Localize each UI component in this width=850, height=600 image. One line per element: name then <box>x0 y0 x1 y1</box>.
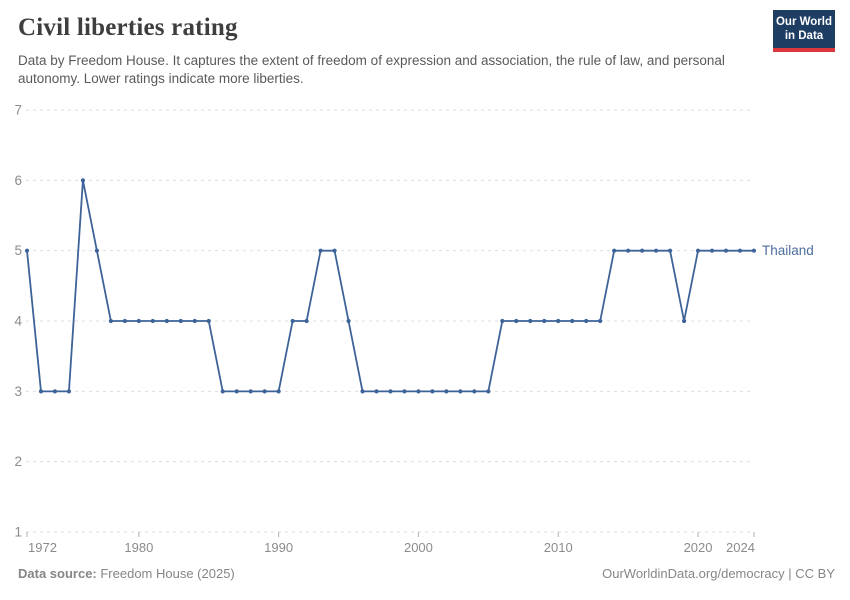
data-point[interactable] <box>360 389 365 394</box>
y-axis-tick-label: 7 <box>14 103 22 118</box>
y-axis-tick-label: 5 <box>14 243 22 258</box>
chart-footer: Data source: Freedom House (2025) OurWor… <box>18 566 835 581</box>
logo-text-line1: Our World <box>775 16 832 28</box>
y-axis-tick-label: 1 <box>14 525 22 540</box>
x-axis-tick-label: 1990 <box>264 540 293 555</box>
data-point[interactable] <box>556 318 561 324</box>
series-label-thailand[interactable]: Thailand <box>762 243 814 258</box>
data-point[interactable] <box>751 248 757 253</box>
data-point[interactable] <box>66 389 72 394</box>
data-point[interactable] <box>178 318 183 324</box>
data-point[interactable] <box>206 318 211 324</box>
data-point[interactable] <box>500 318 505 324</box>
data-point[interactable] <box>80 178 86 183</box>
data-point[interactable] <box>150 318 155 324</box>
chart-subtitle: Data by Freedom House. It captures the e… <box>18 53 725 86</box>
data-point[interactable] <box>262 389 267 394</box>
data-point[interactable] <box>332 248 337 253</box>
owid-logo: Our World in Data <box>773 10 835 52</box>
data-source-value: Freedom House (2025) <box>96 566 235 581</box>
data-point[interactable] <box>388 389 393 394</box>
data-point[interactable] <box>472 389 477 394</box>
y-axis-tick-label: 4 <box>14 314 22 329</box>
data-point[interactable] <box>667 248 673 253</box>
data-point[interactable] <box>276 389 281 394</box>
data-point[interactable] <box>290 318 295 324</box>
data-point[interactable] <box>234 389 239 394</box>
data-point[interactable] <box>486 389 491 394</box>
data-point[interactable] <box>570 318 575 324</box>
data-point[interactable] <box>514 318 519 324</box>
data-point[interactable] <box>192 318 197 324</box>
y-axis-tick-label: 2 <box>14 454 22 469</box>
data-source: Data source: Freedom House (2025) <box>18 566 235 581</box>
footer-link[interactable]: OurWorldinData.org/democracy | CC BY <box>602 566 835 581</box>
x-axis-tick-label: 1972 <box>28 540 57 555</box>
y-axis-tick-label: 3 <box>14 384 22 399</box>
data-point[interactable] <box>640 248 645 253</box>
data-point[interactable] <box>416 389 421 394</box>
x-axis-tick-label: 2010 <box>544 540 573 555</box>
data-point[interactable] <box>626 248 631 253</box>
data-point[interactable] <box>695 248 701 253</box>
data-point[interactable] <box>24 248 30 253</box>
data-point[interactable] <box>584 318 589 324</box>
y-axis-tick-label: 6 <box>14 173 22 188</box>
data-point[interactable] <box>737 248 743 253</box>
data-point[interactable] <box>94 248 99 253</box>
logo-text-line2: in Data <box>784 29 824 42</box>
data-source-label: Data source: <box>18 566 97 581</box>
x-axis-tick-label: 2000 <box>404 540 433 555</box>
data-point[interactable] <box>723 248 729 253</box>
chart-header: Civil liberties rating Data by Freedom H… <box>18 14 760 88</box>
data-point[interactable] <box>612 248 617 253</box>
data-point[interactable] <box>122 318 127 324</box>
page-title: Civil liberties rating <box>18 14 238 41</box>
data-point[interactable] <box>374 389 379 394</box>
x-axis-tick-label: 2020 <box>684 540 713 555</box>
data-point[interactable] <box>430 389 435 394</box>
data-point[interactable] <box>402 389 407 394</box>
data-point[interactable] <box>220 389 225 394</box>
data-point[interactable] <box>136 318 141 324</box>
data-point[interactable] <box>108 318 113 324</box>
x-axis-tick-label: 2024 <box>726 540 755 555</box>
data-point[interactable] <box>52 389 58 394</box>
data-point[interactable] <box>444 389 449 394</box>
data-point[interactable] <box>164 318 169 324</box>
data-point[interactable] <box>542 318 547 324</box>
data-point[interactable] <box>304 318 309 324</box>
data-point[interactable] <box>38 389 44 394</box>
data-point[interactable] <box>654 248 659 253</box>
data-point[interactable] <box>318 248 323 253</box>
data-point[interactable] <box>598 318 603 324</box>
data-point[interactable] <box>528 318 533 324</box>
data-point[interactable] <box>709 248 715 253</box>
x-axis-tick-label: 1980 <box>124 540 153 555</box>
series-line-thailand <box>26 179 754 393</box>
data-point[interactable] <box>346 318 351 324</box>
data-point[interactable] <box>681 318 687 324</box>
data-point[interactable] <box>458 389 463 394</box>
data-point[interactable] <box>248 389 253 394</box>
